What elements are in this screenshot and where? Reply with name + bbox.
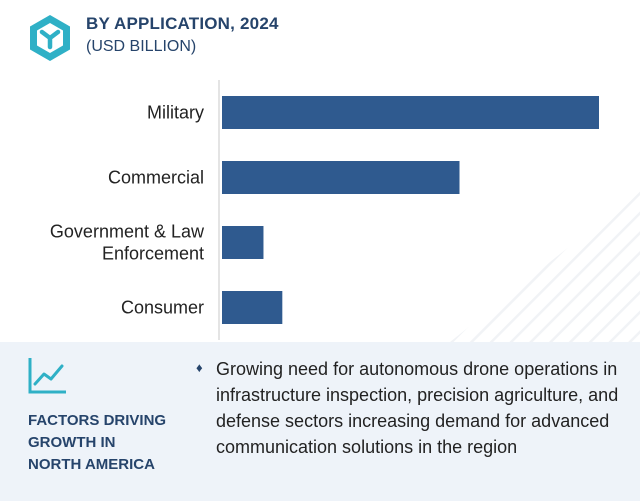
- category-labels-group: Military Commercial Government & LawEnforc…: [50, 103, 205, 318]
- chart-subtitle: (USD BILLION): [86, 38, 197, 55]
- hexagon-logo-icon: [30, 15, 70, 61]
- bar: [222, 96, 599, 129]
- category-label: Military: [147, 103, 204, 123]
- bars-group: [222, 96, 599, 324]
- bar: [222, 226, 264, 259]
- growth-factors-panel: FACTORS DRIVING GROWTH IN NORTH AMERICA …: [0, 342, 640, 501]
- trend-line-icon: [28, 358, 66, 394]
- chart-header: BY APPLICATION, 2024 (USD BILLION): [0, 0, 640, 80]
- bar-chart: Military Commercial Government & LawEnforc…: [50, 80, 640, 342]
- bar: [222, 161, 460, 194]
- factors-heading-line: GROWTH IN: [28, 434, 116, 451]
- bar: [222, 291, 283, 324]
- diamond-bullet-icon: ♦: [196, 360, 203, 375]
- chart-title: BY APPLICATION, 2024: [86, 14, 279, 33]
- category-label: Enforcement: [102, 244, 204, 264]
- factors-heading-line: NORTH AMERICA: [28, 456, 155, 473]
- decorative-background-stripes: [450, 190, 640, 342]
- category-label: Commercial: [108, 168, 204, 188]
- factor-bullet-text: Growing need for autonomous drone operat…: [216, 359, 619, 457]
- category-label: Consumer: [121, 298, 204, 318]
- factors-heading: FACTORS DRIVING GROWTH IN NORTH AMERICA: [28, 410, 188, 476]
- factors-heading-line: FACTORS DRIVING: [28, 412, 167, 429]
- category-label: Government & Law: [50, 222, 205, 242]
